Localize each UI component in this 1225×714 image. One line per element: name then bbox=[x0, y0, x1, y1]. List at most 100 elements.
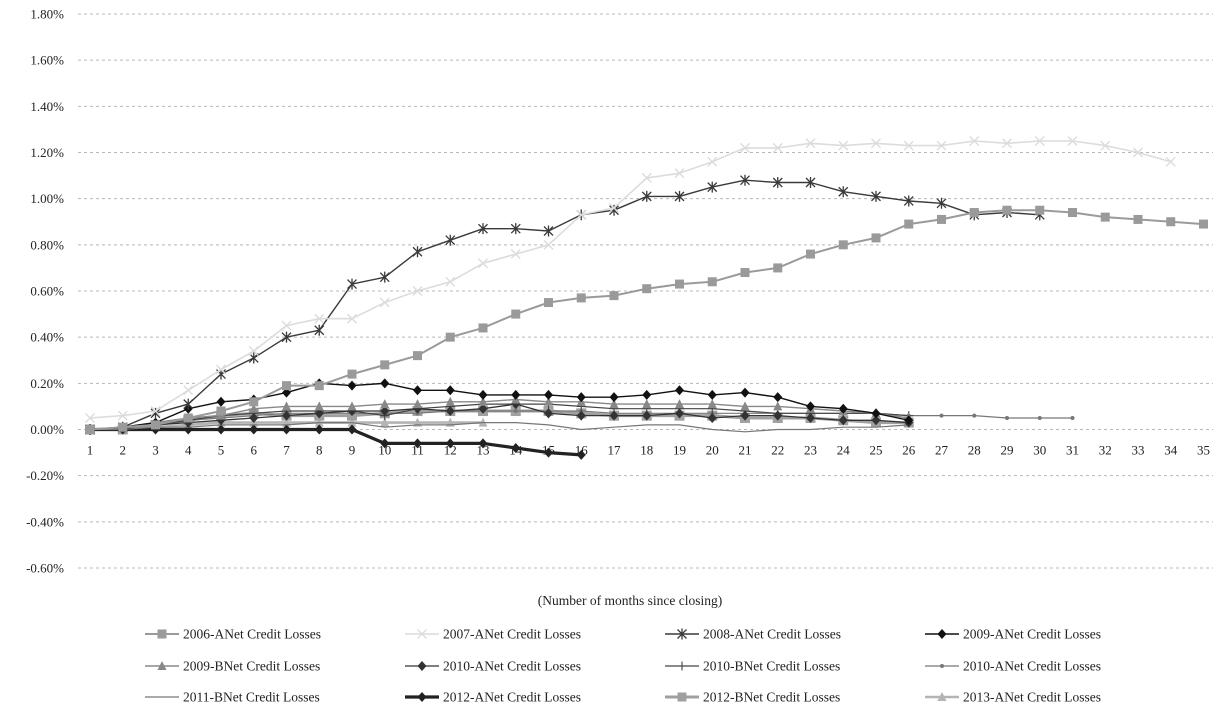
data-point bbox=[314, 424, 324, 435]
data-point bbox=[347, 380, 357, 391]
data-point bbox=[871, 408, 881, 419]
data-point bbox=[478, 396, 488, 406]
data-point bbox=[183, 385, 194, 396]
data-point bbox=[1067, 135, 1078, 146]
x-tick-label: 16 bbox=[575, 443, 589, 458]
x-tick-label: 21 bbox=[739, 443, 752, 458]
legend-label: 2006-ANet Credit Losses bbox=[183, 627, 321, 642]
x-tick-label: 3 bbox=[152, 443, 159, 458]
y-tick-label: 0.20% bbox=[30, 376, 64, 391]
data-point bbox=[642, 399, 652, 409]
data-point bbox=[314, 313, 325, 324]
data-point bbox=[772, 142, 783, 153]
data-point bbox=[544, 408, 553, 419]
data-point bbox=[1100, 140, 1111, 151]
y-axis-ticks: 1.80% 1.60% 1.40% 1.20% 1.00% 0.80% 0.60% 0.40%… bbox=[26, 7, 64, 576]
data-point bbox=[511, 389, 521, 400]
data-point bbox=[413, 351, 422, 361]
data-point bbox=[379, 297, 390, 308]
data-point bbox=[903, 195, 914, 207]
data-point bbox=[445, 276, 456, 287]
x-tick-label: 1 bbox=[87, 443, 94, 458]
x-tick-label: 19 bbox=[673, 443, 686, 458]
legend-label: 2009-BNet Credit Losses bbox=[183, 659, 320, 674]
data-point bbox=[1034, 135, 1045, 146]
data-point bbox=[478, 438, 488, 449]
series-line bbox=[90, 422, 909, 433]
series-line bbox=[89, 179, 1040, 431]
x-tick-label: 32 bbox=[1099, 443, 1112, 458]
x-tick-label: 9 bbox=[349, 443, 356, 458]
x-tick-label: 22 bbox=[771, 443, 784, 458]
x-tick-label: 6 bbox=[251, 443, 258, 458]
legend-label: 2007-ANet Credit Losses bbox=[443, 627, 581, 642]
data-point bbox=[707, 389, 717, 400]
data-point bbox=[248, 346, 259, 357]
data-point bbox=[379, 271, 390, 283]
data-point bbox=[511, 442, 521, 453]
data-point bbox=[544, 298, 553, 308]
data-point bbox=[773, 392, 783, 403]
data-point bbox=[677, 628, 687, 640]
x-tick-label: 28 bbox=[968, 443, 981, 458]
data-point bbox=[445, 406, 455, 417]
data-point bbox=[412, 286, 423, 296]
y-tick-label: 0.80% bbox=[30, 237, 64, 252]
x-tick-label: 30 bbox=[1033, 443, 1046, 458]
data-point bbox=[576, 392, 586, 403]
y-tick-label: -0.40% bbox=[26, 514, 64, 529]
data-point bbox=[773, 263, 783, 273]
series-1 bbox=[85, 205, 1208, 434]
x-tick-label: 11 bbox=[411, 443, 424, 458]
x-tick-label: 15 bbox=[542, 443, 555, 458]
data-point bbox=[641, 172, 652, 183]
data-point bbox=[677, 692, 687, 702]
data-point bbox=[150, 406, 161, 417]
legend-item: 2007-ANet Credit Losses bbox=[405, 627, 581, 642]
data-point bbox=[380, 406, 390, 417]
data-point bbox=[642, 410, 652, 421]
legend-label: 2009-ANet Credit Losses bbox=[963, 627, 1101, 642]
x-tick-label: 27 bbox=[935, 443, 949, 458]
data-point bbox=[806, 401, 815, 412]
data-point bbox=[249, 424, 259, 435]
data-point bbox=[674, 190, 685, 202]
data-point bbox=[838, 415, 848, 426]
data-point bbox=[609, 399, 619, 409]
data-point bbox=[157, 629, 167, 639]
data-point bbox=[281, 331, 292, 343]
data-point bbox=[118, 422, 128, 432]
y-tick-label: 0.60% bbox=[30, 284, 64, 299]
data-point bbox=[707, 181, 718, 193]
x-tick-label: 18 bbox=[640, 443, 653, 458]
data-point bbox=[576, 410, 586, 421]
data-point bbox=[282, 401, 291, 411]
y-tick-label: 0.40% bbox=[30, 330, 64, 345]
series-line bbox=[90, 427, 582, 457]
data-point bbox=[641, 190, 652, 202]
data-point bbox=[1100, 212, 1110, 222]
data-point bbox=[642, 389, 652, 400]
data-point bbox=[707, 156, 718, 167]
data-point bbox=[1002, 205, 1012, 215]
legend-label: 2008-ANet Credit Losses bbox=[703, 627, 841, 642]
legend: 2006-ANet Credit Losses 2007-ANet Credit … bbox=[145, 627, 1101, 705]
data-point bbox=[1199, 219, 1208, 229]
data-point bbox=[85, 412, 95, 423]
data-point bbox=[380, 417, 390, 427]
data-point bbox=[838, 240, 848, 250]
data-point bbox=[707, 399, 717, 409]
data-point bbox=[513, 409, 518, 414]
data-point bbox=[609, 291, 619, 301]
data-point bbox=[347, 369, 357, 379]
data-point bbox=[805, 138, 816, 149]
x-axis-label: (Number of months since closing) bbox=[538, 593, 722, 608]
data-point bbox=[347, 313, 357, 324]
series-lines bbox=[85, 135, 1208, 460]
data-point bbox=[1070, 415, 1075, 420]
data-point bbox=[216, 424, 226, 435]
legend-label: 2012-BNet Credit Losses bbox=[703, 690, 840, 705]
series-line bbox=[89, 398, 909, 431]
